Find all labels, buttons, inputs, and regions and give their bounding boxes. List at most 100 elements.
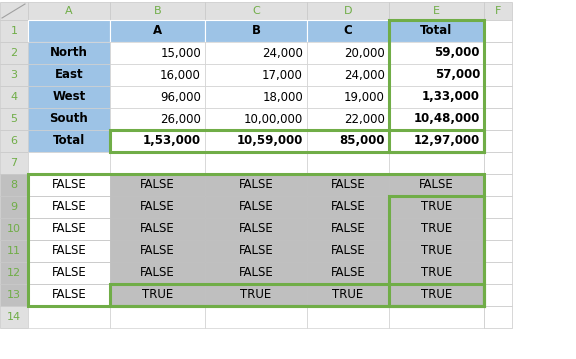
Text: 10,48,000: 10,48,000 — [414, 112, 480, 126]
Text: TRUE: TRUE — [421, 266, 452, 280]
Bar — [0, 2, 28, 20]
Text: 20,000: 20,000 — [344, 47, 385, 60]
Text: 57,000: 57,000 — [435, 69, 480, 81]
Bar — [28, 196, 110, 218]
Bar — [110, 284, 484, 306]
Bar — [110, 218, 205, 240]
Bar — [110, 20, 205, 42]
Text: 24,000: 24,000 — [344, 69, 385, 81]
Bar — [28, 64, 110, 86]
Bar — [110, 42, 205, 64]
Bar — [484, 262, 512, 284]
Text: TRUE: TRUE — [240, 289, 272, 302]
Bar — [484, 20, 512, 42]
Text: FALSE: FALSE — [331, 223, 365, 236]
Bar — [484, 240, 512, 262]
Text: North: North — [50, 47, 88, 60]
Bar — [307, 284, 389, 306]
Text: 6: 6 — [10, 136, 17, 146]
Bar — [205, 196, 307, 218]
Bar — [389, 306, 484, 328]
Text: FALSE: FALSE — [140, 223, 175, 236]
Text: TRUE: TRUE — [421, 200, 452, 214]
Text: TRUE: TRUE — [142, 289, 173, 302]
Bar — [389, 20, 484, 152]
Bar — [28, 174, 110, 196]
Bar — [110, 306, 205, 328]
Bar — [389, 42, 484, 64]
Bar — [205, 152, 307, 174]
Bar — [307, 196, 389, 218]
Text: C: C — [252, 6, 260, 16]
Bar — [28, 2, 110, 20]
Bar — [389, 108, 484, 130]
Bar — [110, 196, 205, 218]
Bar — [0, 306, 28, 328]
Text: 9: 9 — [10, 202, 17, 212]
Bar — [484, 218, 512, 240]
Bar — [110, 2, 205, 20]
Bar — [205, 262, 307, 284]
Bar — [307, 108, 389, 130]
Text: TRUE: TRUE — [421, 289, 452, 302]
Bar — [205, 240, 307, 262]
Bar — [389, 130, 484, 152]
Bar — [110, 174, 205, 196]
Bar — [205, 2, 307, 20]
Text: FALSE: FALSE — [331, 178, 365, 191]
Bar — [28, 130, 110, 152]
Text: FALSE: FALSE — [238, 266, 274, 280]
Text: 19,000: 19,000 — [344, 90, 385, 103]
Bar — [307, 218, 389, 240]
Bar — [307, 20, 389, 42]
Bar — [0, 240, 28, 262]
Bar — [28, 262, 110, 284]
Text: F: F — [495, 6, 501, 16]
Bar — [110, 130, 484, 152]
Text: 1,53,000: 1,53,000 — [143, 135, 201, 148]
Text: Total: Total — [420, 24, 453, 37]
Text: B: B — [154, 6, 161, 16]
Text: 12,97,000: 12,97,000 — [414, 135, 480, 148]
Text: FALSE: FALSE — [52, 200, 86, 214]
Bar — [28, 306, 110, 328]
Bar — [307, 130, 389, 152]
Text: 7: 7 — [10, 158, 17, 168]
Text: 13: 13 — [7, 290, 21, 300]
Bar — [28, 20, 110, 42]
Bar — [389, 196, 484, 306]
Bar — [205, 108, 307, 130]
Bar — [0, 64, 28, 86]
Text: 26,000: 26,000 — [160, 112, 201, 126]
Text: 59,000: 59,000 — [434, 47, 480, 60]
Text: 10: 10 — [7, 224, 21, 234]
Bar — [0, 262, 28, 284]
Bar — [484, 64, 512, 86]
Text: FALSE: FALSE — [52, 289, 86, 302]
Text: A: A — [65, 6, 73, 16]
Bar — [110, 108, 205, 130]
Bar — [28, 42, 110, 64]
Bar — [389, 152, 484, 174]
Bar — [110, 284, 205, 306]
Text: 15,000: 15,000 — [160, 47, 201, 60]
Text: 16,000: 16,000 — [160, 69, 201, 81]
Text: TRUE: TRUE — [421, 223, 452, 236]
Bar — [205, 42, 307, 64]
Text: 24,000: 24,000 — [262, 47, 303, 60]
Bar — [0, 20, 28, 42]
Text: 10,59,000: 10,59,000 — [237, 135, 303, 148]
Text: FALSE: FALSE — [52, 178, 86, 191]
Bar — [28, 108, 110, 130]
Text: 18,000: 18,000 — [262, 90, 303, 103]
Text: E: E — [433, 6, 440, 16]
Bar — [389, 86, 484, 108]
Bar — [307, 262, 389, 284]
Bar — [205, 64, 307, 86]
Text: A: A — [153, 24, 162, 37]
Bar — [389, 174, 484, 196]
Bar — [484, 86, 512, 108]
Bar — [307, 2, 389, 20]
Bar — [205, 218, 307, 240]
Text: TRUE: TRUE — [332, 289, 363, 302]
